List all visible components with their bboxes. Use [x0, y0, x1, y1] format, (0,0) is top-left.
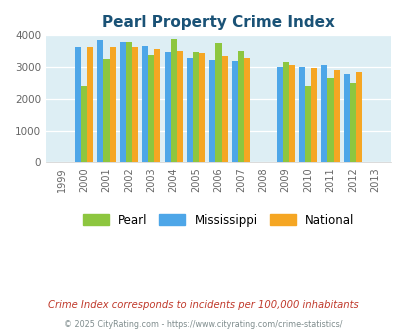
Bar [164, 51, 170, 162]
Bar [327, 78, 333, 162]
Bar [349, 83, 355, 162]
Bar [87, 48, 93, 162]
Bar [310, 68, 316, 162]
Bar [355, 72, 361, 162]
Bar [215, 43, 221, 162]
Bar [288, 65, 294, 162]
Bar [154, 49, 160, 162]
Bar [221, 56, 227, 162]
Bar [304, 85, 310, 162]
Bar [170, 39, 176, 162]
Bar [333, 70, 339, 162]
Legend: Pearl, Mississippi, National: Pearl, Mississippi, National [78, 209, 358, 231]
Bar [148, 55, 154, 162]
Text: Crime Index corresponds to incidents per 100,000 inhabitants: Crime Index corresponds to incidents per… [47, 300, 358, 310]
Bar [109, 47, 115, 162]
Bar [142, 46, 148, 162]
Bar [193, 52, 198, 162]
Bar [75, 47, 81, 162]
Bar [97, 40, 103, 162]
Bar [198, 53, 205, 162]
Bar [176, 51, 182, 162]
Bar [81, 86, 87, 162]
Bar [321, 65, 327, 162]
Bar [298, 67, 304, 162]
Bar [276, 67, 282, 162]
Bar [343, 74, 349, 162]
Bar [103, 59, 109, 162]
Bar [243, 58, 249, 162]
Bar [209, 60, 215, 162]
Bar [132, 48, 138, 162]
Text: © 2025 CityRating.com - https://www.cityrating.com/crime-statistics/: © 2025 CityRating.com - https://www.city… [64, 319, 341, 329]
Title: Pearl Property Crime Index: Pearl Property Crime Index [102, 15, 334, 30]
Bar [282, 62, 288, 162]
Bar [119, 42, 126, 162]
Bar [126, 42, 132, 162]
Bar [187, 58, 193, 162]
Bar [231, 61, 237, 162]
Bar [237, 51, 243, 162]
